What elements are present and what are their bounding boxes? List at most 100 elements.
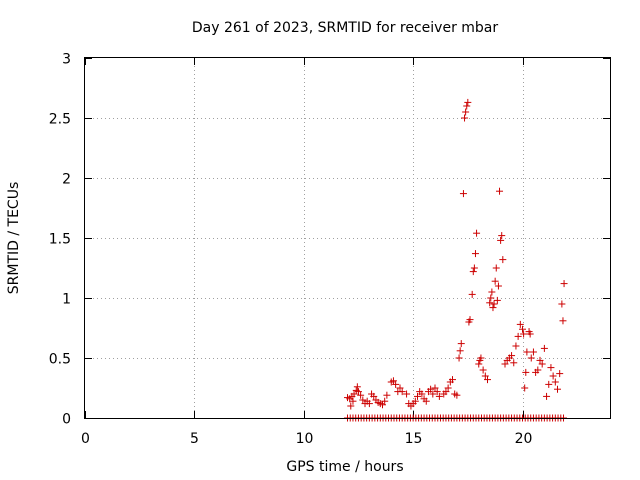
data-point [547, 364, 555, 372]
data-point [487, 294, 495, 302]
data-point [433, 388, 441, 396]
data-point [398, 388, 406, 396]
data-point [359, 396, 367, 404]
y-tick-label: 0 [62, 412, 71, 428]
data-point [347, 402, 355, 410]
data-point [486, 299, 494, 307]
data-point [491, 277, 499, 285]
data-point [461, 114, 469, 122]
x-tick-label: 20 [515, 431, 533, 447]
data-point [411, 397, 419, 405]
data-point [534, 366, 542, 374]
x-tick-label: 15 [405, 431, 423, 447]
data-point [456, 347, 464, 355]
x-axis-label: GPS time / hours [286, 459, 403, 475]
data-point [477, 354, 485, 362]
x-tick-label: 5 [190, 431, 199, 447]
data-point [365, 400, 373, 408]
data-point [510, 359, 518, 367]
data-point [468, 290, 476, 298]
data-point [494, 282, 502, 290]
data-point [516, 320, 524, 328]
data-point [481, 372, 489, 380]
data-point [435, 392, 443, 400]
data-point [429, 390, 437, 398]
data-point [463, 102, 471, 110]
data-point [479, 366, 487, 374]
data-point [529, 348, 537, 356]
data-point [522, 368, 530, 376]
data-point [389, 377, 397, 385]
data-point [559, 317, 567, 325]
data-point [554, 385, 561, 393]
data-point [521, 384, 529, 392]
y-tick-label: 3 [62, 52, 71, 68]
data-point [392, 380, 400, 388]
data-point [396, 384, 404, 392]
data-point [498, 232, 506, 240]
data-point [536, 356, 544, 364]
data-point [556, 370, 564, 378]
data-point [469, 268, 477, 276]
grid-layer [85, 58, 610, 418]
data-point [414, 392, 421, 400]
data-point [403, 390, 411, 398]
data-point [449, 376, 456, 384]
data-point [353, 383, 361, 391]
data-point [370, 392, 378, 400]
data-point [350, 390, 358, 398]
y-tick-label: 0.5 [49, 352, 71, 368]
data-point [558, 300, 566, 308]
y-tick-label: 2.5 [49, 112, 71, 128]
y-tick-label: 1.5 [49, 232, 71, 248]
chart-title: Day 261 of 2023, SRMTID for receiver mba… [192, 20, 499, 36]
data-point [464, 98, 472, 106]
data-point [526, 330, 534, 338]
data-point [427, 385, 435, 393]
data-point [418, 390, 426, 398]
x-tick-label: 10 [296, 431, 314, 447]
data-point [508, 352, 516, 360]
data-point [459, 190, 467, 198]
data-point [523, 348, 531, 356]
data-point [422, 397, 430, 405]
data-point [383, 391, 391, 399]
data-point [349, 397, 357, 405]
data-point [473, 229, 481, 237]
data-point [466, 316, 474, 324]
data-point [560, 280, 568, 288]
data-point [493, 296, 501, 304]
data-point [543, 392, 551, 400]
data-point [484, 376, 491, 384]
data-point [501, 360, 509, 368]
y-tick-label: 2 [62, 172, 71, 188]
data-point [453, 391, 461, 399]
data-point [512, 342, 520, 350]
data-point [514, 332, 522, 340]
data-point [551, 378, 559, 386]
x-tick-label: 0 [81, 431, 90, 447]
data-point [499, 256, 507, 264]
data-point [490, 300, 498, 308]
data-point [457, 340, 465, 348]
data-point [489, 304, 497, 312]
data-point [379, 401, 386, 409]
plot-frame [84, 57, 611, 419]
y-axis-label: SRMTID / TECUs [6, 182, 22, 295]
data-point [381, 397, 389, 405]
data-point [497, 236, 505, 244]
data-point [520, 330, 528, 338]
data-point [496, 187, 504, 195]
data-point [475, 360, 483, 368]
axis-layer: 0 0.5 1 1.5 2 2.5 3 0 5 10 15 20 [49, 52, 610, 447]
data-point [538, 360, 546, 368]
data-point [549, 372, 557, 380]
data-point [527, 354, 535, 362]
data-point [357, 391, 365, 399]
data-point [540, 344, 548, 352]
data-point [444, 384, 452, 392]
data-point [492, 264, 500, 272]
data-point [431, 384, 439, 392]
